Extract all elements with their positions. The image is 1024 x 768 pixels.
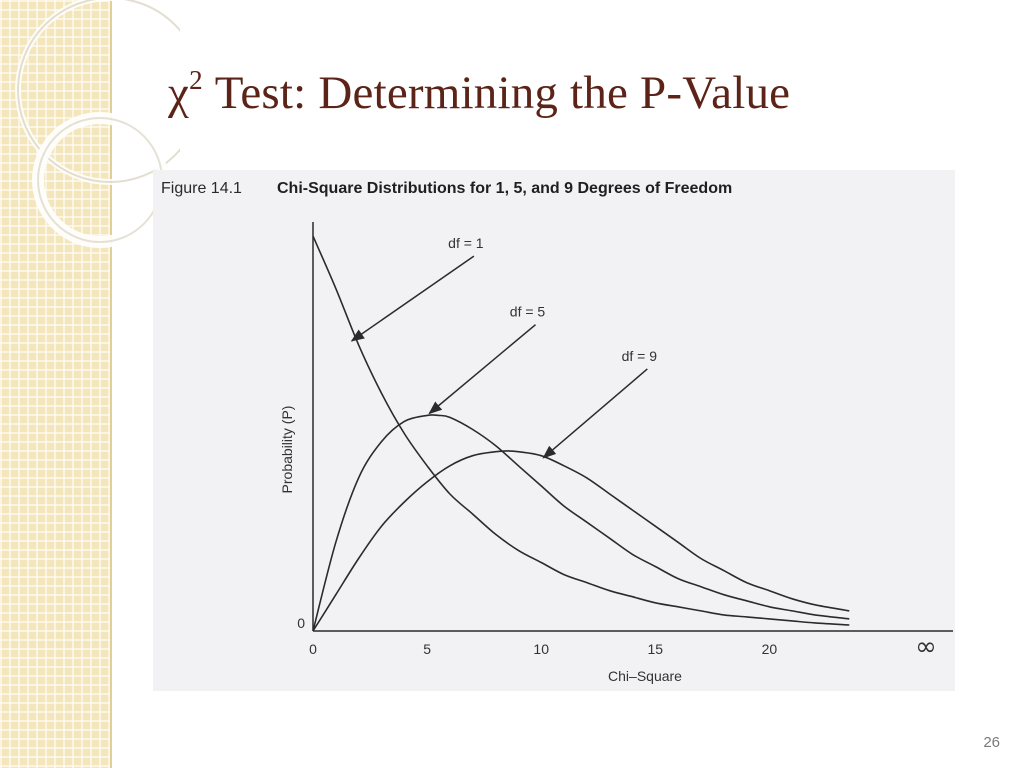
- annotation-label: df = 9: [622, 348, 658, 364]
- figure-panel: [153, 170, 955, 691]
- title-chi: χ: [168, 67, 190, 119]
- decorative-side-strip: [0, 0, 112, 768]
- figure-number: Figure 14.1: [161, 180, 242, 197]
- slide-title: χ2 Test: Determining the P-Value: [168, 65, 791, 120]
- annotation-label: df = 1: [448, 235, 484, 251]
- annotation-arrow: [350, 255, 475, 342]
- x-tick-label: 10: [533, 641, 549, 657]
- figure-title: Chi-Square Distributions for 1, 5, and 9…: [277, 180, 733, 197]
- annotation-arrow: [542, 368, 648, 459]
- chi-square-chart: 0 5 10 15 20 ∞ 0 Chi–Square Probability (P) df = …: [279, 222, 953, 684]
- annotation-label: df = 5: [510, 304, 546, 320]
- annotation-arrow: [428, 324, 536, 415]
- x-axis-infinity-label: ∞: [915, 632, 937, 662]
- curve-df-1: [312, 235, 850, 626]
- page-number: 26: [983, 734, 1000, 751]
- x-tick-label: 0: [309, 641, 317, 657]
- y-axis-label: Probability (P): [279, 406, 295, 494]
- curve-df-5: [312, 414, 850, 632]
- x-tick-label: 20: [762, 641, 778, 657]
- curve-df-9: [312, 450, 850, 632]
- y-tick-label: 0: [297, 615, 305, 631]
- x-axis-label: Chi–Square: [608, 668, 682, 684]
- title-superscript: 2: [189, 65, 203, 96]
- x-tick-label: 5: [423, 641, 431, 657]
- title-text: Test: Determining the P-Value: [202, 67, 791, 119]
- x-tick-label: 15: [648, 641, 664, 657]
